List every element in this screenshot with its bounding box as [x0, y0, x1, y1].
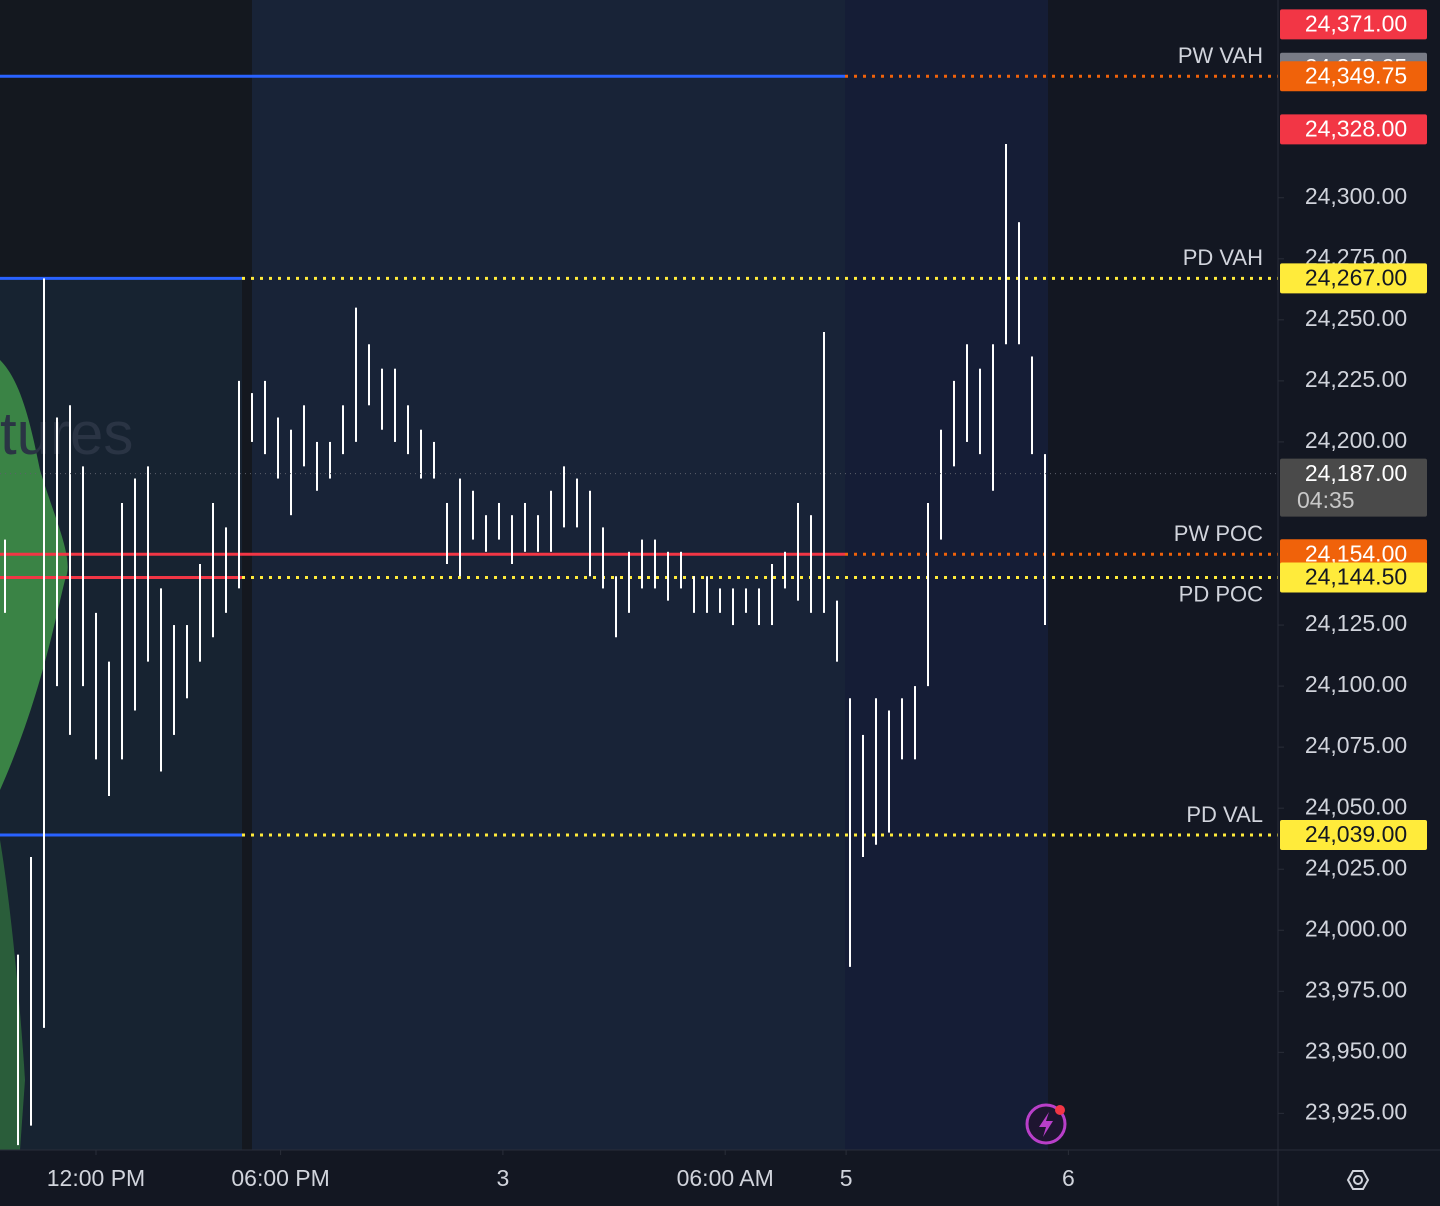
watermark: tures [0, 400, 133, 467]
level-label: PD VAL [1186, 802, 1263, 827]
price-label-box [1280, 458, 1427, 517]
price-label: 24,267.00 [1305, 264, 1407, 290]
countdown: 04:35 [1297, 487, 1355, 513]
y-tick-label: 24,300.00 [1305, 183, 1407, 209]
lightning-icon[interactable] [1025, 1103, 1067, 1145]
price-label: 24,371.00 [1305, 10, 1407, 36]
x-tick-label: 5 [840, 1165, 853, 1191]
y-tick-label: 24,250.00 [1305, 305, 1407, 331]
y-tick-label: 24,000.00 [1305, 915, 1407, 941]
y-tick-label: 23,975.00 [1305, 976, 1407, 1002]
price-label-box [1280, 61, 1427, 92]
price-label: 24,349.75 [1305, 62, 1407, 88]
price-label-box [1280, 562, 1427, 593]
x-tick-label: 12:00 PM [47, 1165, 145, 1191]
volume-profile [0, 360, 68, 790]
y-tick-label: 24,200.00 [1305, 427, 1407, 453]
x-tick-label: 06:00 PM [231, 1165, 329, 1191]
level-label: PW POC [1174, 521, 1263, 546]
level-label: PD POC [1179, 581, 1263, 606]
y-tick-label: 24,025.00 [1305, 854, 1407, 880]
price-label: 24,154.00 [1305, 540, 1407, 566]
price-label-box [1280, 263, 1427, 294]
price-label: 24,144.50 [1305, 564, 1407, 590]
level-label: PW VAH [1178, 43, 1263, 68]
x-tick-label: 06:00 AM [677, 1165, 774, 1191]
price-label-box [1280, 9, 1427, 40]
price-label: 24,187.00 [1305, 460, 1407, 486]
price-label-box [1280, 539, 1427, 570]
price-label-box [1280, 114, 1427, 145]
y-tick-label: 24,225.00 [1305, 366, 1407, 392]
level-label: PD VAH [1183, 245, 1263, 270]
y-tick-label: 23,925.00 [1305, 1098, 1407, 1124]
price-label-box [1280, 820, 1427, 851]
gear-icon[interactable] [1346, 1170, 1370, 1190]
price-label: 24,039.00 [1305, 821, 1407, 847]
x-tick-label: 6 [1062, 1165, 1075, 1191]
price-label: 24,328.00 [1305, 115, 1407, 141]
session-bg [845, 0, 1048, 1150]
x-tick-label: 3 [497, 1165, 510, 1191]
y-tick-label: 23,950.00 [1305, 1037, 1407, 1063]
y-tick-label: 24,125.00 [1305, 610, 1407, 636]
y-tick-label: 24,075.00 [1305, 732, 1407, 758]
y-tick-label: 24,100.00 [1305, 671, 1407, 697]
y-tick-label: 24,050.00 [1305, 793, 1407, 819]
session-bg [252, 0, 845, 1150]
